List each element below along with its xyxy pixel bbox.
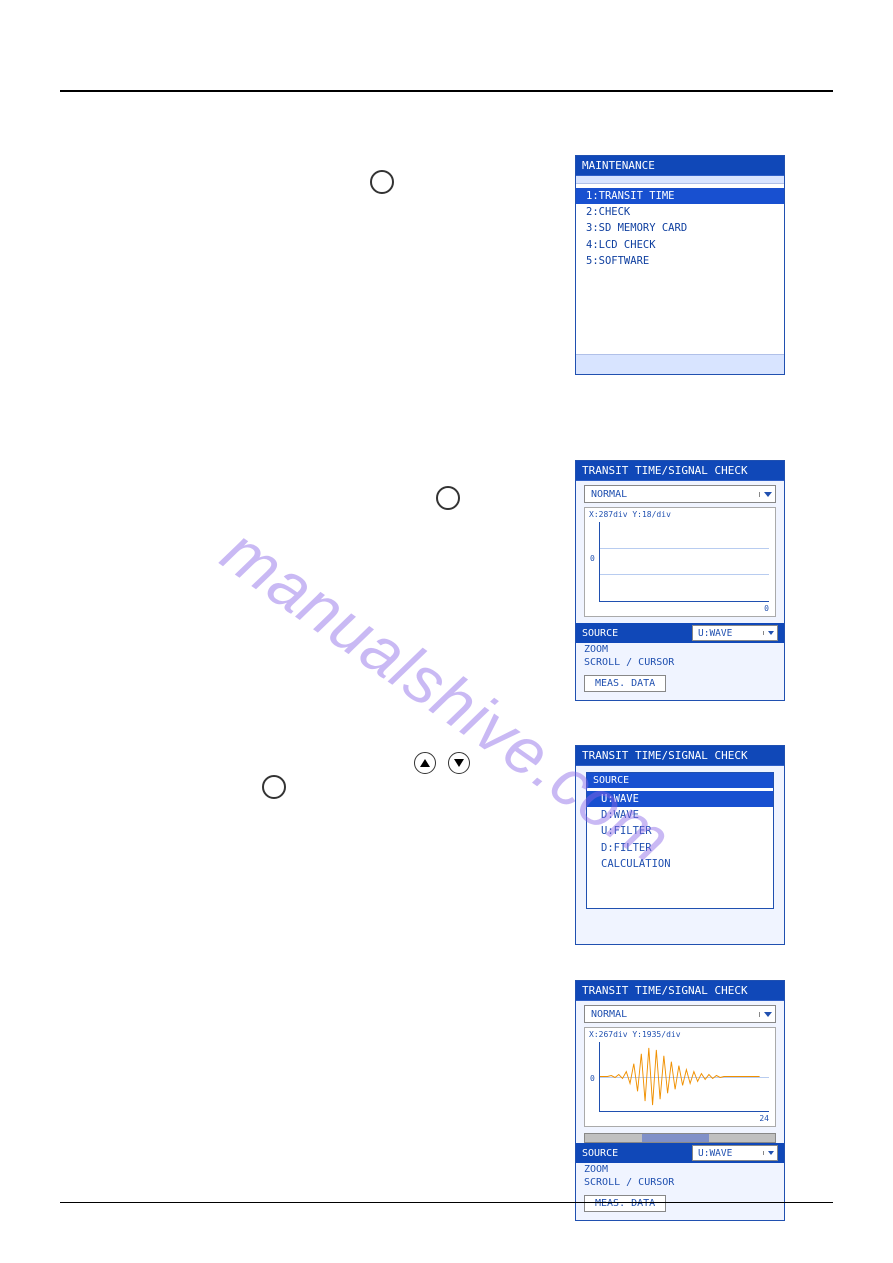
source-row: SOURCE U:WAVE — [576, 623, 784, 643]
key-up-icon — [414, 752, 436, 774]
meas-data-button[interactable]: MEAS. DATA — [584, 1195, 666, 1212]
popup-body: U:WAVE D:WAVE U:FILTER D:FILTER CALCULAT… — [587, 788, 773, 908]
row-zoom[interactable]: ZOOM — [576, 643, 784, 656]
step-marker-3 — [262, 775, 286, 799]
chart-axis-label: X:267div Y:1935/div — [589, 1030, 681, 1039]
chart-y-zero: 0 — [590, 1074, 595, 1083]
source-option-u-wave[interactable]: U:WAVE — [587, 791, 773, 807]
panel-title: TRANSIT TIME/SIGNAL CHECK — [576, 461, 784, 481]
source-dropdown[interactable]: U:WAVE — [692, 625, 778, 641]
source-label: SOURCE — [582, 628, 618, 639]
key-down-icon — [448, 752, 470, 774]
popup-title: SOURCE — [587, 773, 773, 788]
panel-title: MAINTENANCE — [576, 156, 784, 176]
transit-panel-wave: TRANSIT TIME/SIGNAL CHECK NORMAL X:267di… — [575, 980, 785, 1221]
meas-data-button[interactable]: MEAS. DATA — [584, 675, 666, 692]
chart-x-origin: 24 — [759, 1114, 769, 1123]
mode-value: NORMAL — [585, 1009, 759, 1020]
mode-dropdown[interactable]: NORMAL — [584, 1005, 776, 1023]
horizontal-scrollbar[interactable] — [584, 1133, 776, 1143]
panel-title: TRANSIT TIME/SIGNAL CHECK — [576, 981, 784, 1001]
mode-value: NORMAL — [585, 489, 759, 500]
chart-plot-area: 0 0 — [599, 522, 769, 602]
chart-x-origin: 0 — [764, 604, 769, 613]
step-marker-1 — [370, 170, 394, 194]
transit-panel-blank: TRANSIT TIME/SIGNAL CHECK NORMAL X:287di… — [575, 460, 785, 701]
chart-plot-area: 0 24 — [599, 1042, 769, 1112]
source-option-u-filter[interactable]: U:FILTER — [587, 823, 773, 839]
panel-footer — [576, 354, 784, 374]
chevron-down-icon — [763, 631, 777, 635]
chevron-down-icon — [763, 1151, 777, 1155]
chart-y-zero: 0 — [590, 554, 595, 563]
menu-item-software[interactable]: 5:SOFTWARE — [576, 253, 784, 269]
panel-title: TRANSIT TIME/SIGNAL CHECK — [576, 746, 784, 766]
chart-axis-label: X:287div Y:18/div — [589, 510, 671, 519]
signal-chart: X:267div Y:1935/div 0 24 — [584, 1027, 776, 1127]
source-value: U:WAVE — [693, 1148, 763, 1159]
step-marker-2 — [436, 486, 460, 510]
source-popup: SOURCE U:WAVE D:WAVE U:FILTER D:FILTER C… — [586, 772, 774, 909]
waveform-icon — [600, 1042, 769, 1111]
chevron-down-icon — [759, 1012, 775, 1017]
row-scroll-cursor[interactable]: SCROLL / CURSOR — [576, 656, 784, 669]
menu-item-lcd-check[interactable]: 4:LCD CHECK — [576, 237, 784, 253]
row-scroll-cursor[interactable]: SCROLL / CURSOR — [576, 1176, 784, 1189]
footer-divider — [60, 1202, 833, 1203]
maintenance-panel: MAINTENANCE 1:TRANSIT TIME 2:CHECK 3:SD … — [575, 155, 785, 375]
source-row: SOURCE U:WAVE — [576, 1143, 784, 1163]
signal-chart: X:287div Y:18/div 0 0 — [584, 507, 776, 617]
header-divider — [60, 90, 833, 92]
chevron-down-icon — [759, 492, 775, 497]
source-option-d-filter[interactable]: D:FILTER — [587, 840, 773, 856]
menu-item-transit-time[interactable]: 1:TRANSIT TIME — [576, 188, 784, 204]
source-option-d-wave[interactable]: D:WAVE — [587, 807, 773, 823]
source-popup-panel: TRANSIT TIME/SIGNAL CHECK SOURCE U:WAVE … — [575, 745, 785, 945]
menu-item-sd-memory-card[interactable]: 3:SD MEMORY CARD — [576, 220, 784, 236]
page-root: MAINTENANCE 1:TRANSIT TIME 2:CHECK 3:SD … — [0, 0, 893, 1263]
source-value: U:WAVE — [693, 628, 763, 639]
source-dropdown[interactable]: U:WAVE — [692, 1145, 778, 1161]
panel-strip — [576, 176, 784, 184]
source-option-calculation[interactable]: CALCULATION — [587, 856, 773, 872]
row-zoom[interactable]: ZOOM — [576, 1163, 784, 1176]
mode-dropdown[interactable]: NORMAL — [584, 485, 776, 503]
menu-body: 1:TRANSIT TIME 2:CHECK 3:SD MEMORY CARD … — [576, 184, 784, 354]
source-label: SOURCE — [582, 1148, 618, 1159]
menu-item-check[interactable]: 2:CHECK — [576, 204, 784, 220]
